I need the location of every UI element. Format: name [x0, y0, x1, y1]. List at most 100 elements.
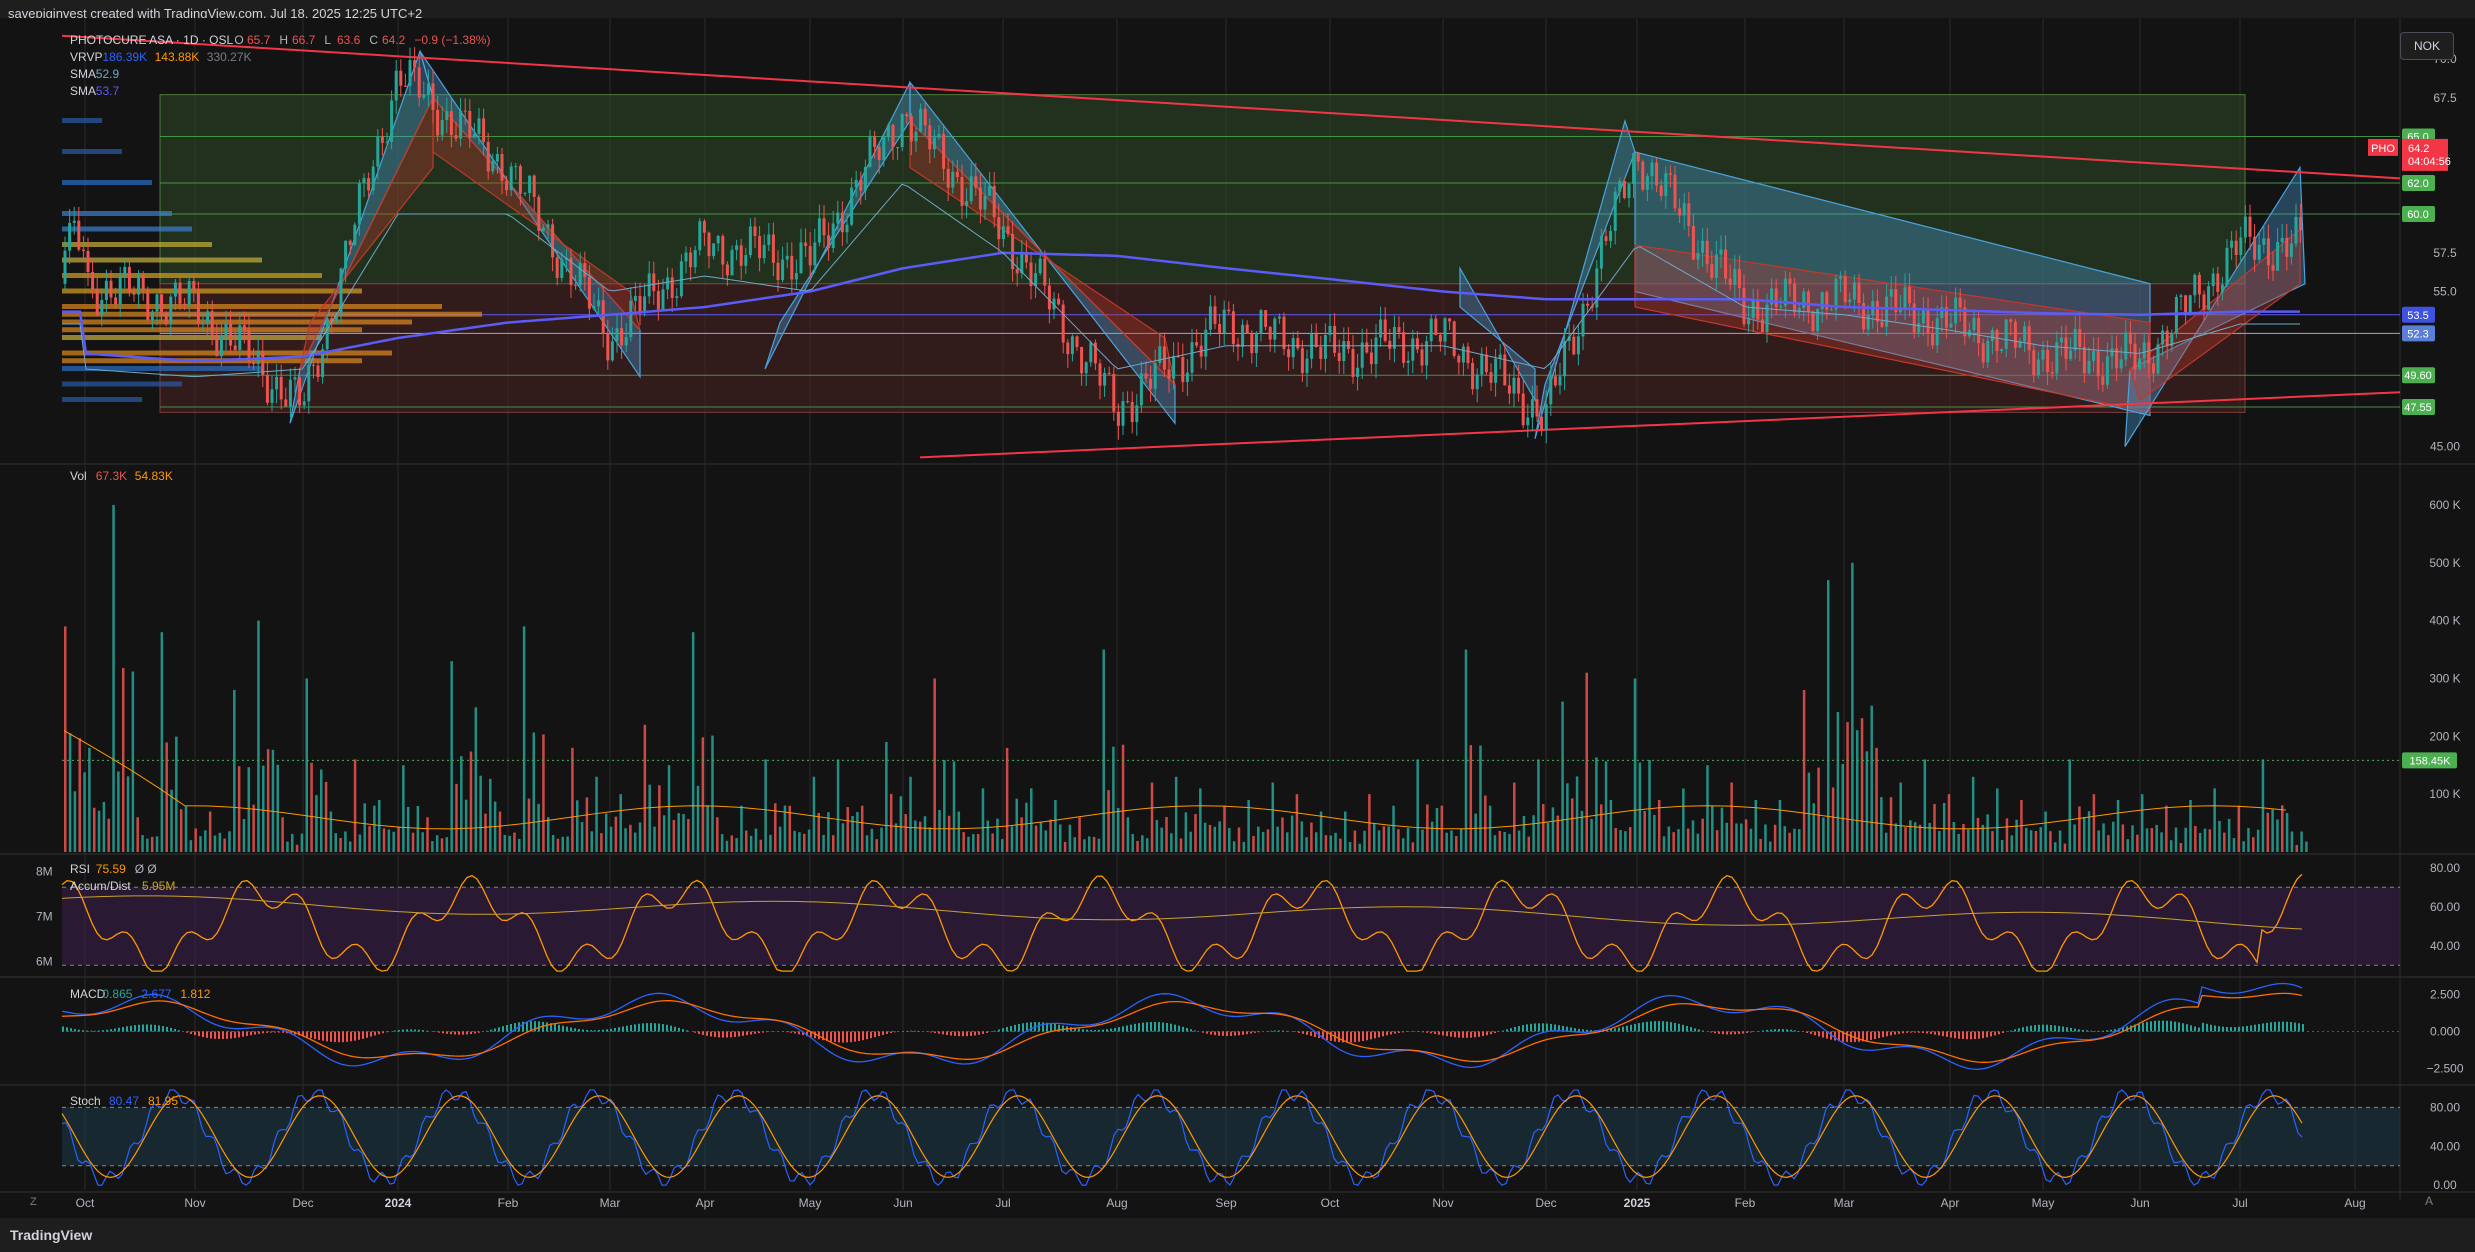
macd-histogram-bar [310, 1031, 312, 1039]
macd-histogram-bar [494, 1028, 496, 1032]
candle-body [353, 224, 357, 245]
macd-histogram-bar [106, 1029, 108, 1032]
legend-rsi-v1: 75.59 [96, 862, 126, 876]
candle-body [1126, 401, 1130, 403]
candle-body [877, 147, 881, 161]
macd-histogram-bar [1394, 1031, 1396, 1034]
macd-histogram-bar [558, 1024, 560, 1032]
candle-body [1268, 326, 1272, 340]
volume-bar [479, 775, 482, 852]
candle-body [1931, 333, 1935, 346]
candle-body [1949, 323, 1953, 328]
candle-body [794, 273, 798, 280]
macd-histogram-bar [998, 1029, 1000, 1032]
candle-body [307, 364, 311, 402]
volume-bar [522, 626, 526, 852]
macd-histogram-bar [1402, 1031, 1404, 1033]
volume-bar [2256, 829, 2260, 852]
volume-bar [518, 838, 521, 852]
volume-bar [2232, 838, 2236, 852]
macd-histogram-bar [458, 1031, 460, 1035]
macd-histogram-bar [1462, 1031, 1464, 1038]
volume-bar [1851, 562, 1854, 852]
volume-bar [1034, 825, 1038, 852]
candle-body [1737, 269, 1741, 288]
macd-histogram-bar [2070, 1027, 2072, 1032]
volume-bar [431, 841, 434, 852]
macd-histogram-bar [342, 1031, 344, 1043]
x-axis-label: Apr [1941, 1196, 1960, 1210]
candle-body [1636, 152, 1640, 162]
volume-bar [1662, 836, 1666, 852]
macd-histogram-bar [698, 1031, 700, 1034]
currency-button[interactable]: NOK [2400, 32, 2454, 60]
candle-body [1825, 292, 1829, 310]
candle-body [804, 242, 808, 247]
volume-bar [1802, 690, 1806, 852]
x-axis-label: Oct [76, 1196, 95, 1210]
volume-bar [150, 836, 154, 852]
macd-histogram-bar [1530, 1023, 1532, 1032]
macd-histogram-bar [214, 1031, 216, 1039]
price-axis-label: 55.0 [2433, 285, 2457, 299]
candle-body [1898, 308, 1902, 313]
candle-body [270, 389, 274, 403]
candle-body [445, 111, 449, 121]
candle-body [620, 328, 624, 346]
candle-body [983, 195, 987, 210]
volume-bar [2271, 809, 2274, 852]
volume-bar [2131, 825, 2134, 852]
macd-histogram-bar [622, 1026, 624, 1032]
candle-body [1802, 291, 1806, 308]
volume-bar [1619, 830, 1622, 852]
candle-body [1917, 323, 1921, 333]
volume-bar [1435, 807, 1439, 852]
macd-histogram-bar [2030, 1025, 2032, 1032]
macd-histogram-bar [2142, 1022, 2144, 1032]
volume-bar [1030, 788, 1033, 852]
macd-histogram-bar [1434, 1031, 1436, 1035]
macd-histogram-bar [2098, 1030, 2100, 1032]
macd-histogram-bar [758, 1031, 760, 1034]
volume-bar [339, 838, 342, 852]
volume-bar [1865, 751, 1869, 852]
volume-bar [1880, 797, 1883, 852]
candle-body [1185, 372, 1189, 383]
candle-body [100, 300, 104, 315]
candle-body [1346, 340, 1350, 349]
candle-body [1880, 321, 1884, 327]
macd-histogram-bar [438, 1031, 440, 1033]
volume-bar [1334, 832, 1337, 852]
candle-body [1613, 191, 1617, 231]
auto-scale-a-label[interactable]: A [2425, 1194, 2434, 1208]
volume-bar [938, 810, 941, 852]
macd-histogram-bar [626, 1025, 628, 1032]
candle-body [1112, 373, 1116, 412]
volume-bar [1343, 811, 1347, 852]
candle-body [316, 365, 320, 378]
macd-histogram-bar [894, 1031, 896, 1033]
candle-body [597, 300, 601, 307]
volume-bar [233, 690, 236, 852]
volume-bar [489, 778, 492, 852]
rsi-axis-label: 80.00 [2430, 861, 2460, 875]
macd-histogram-bar [1294, 1031, 1296, 1033]
volume-bar [1788, 832, 1791, 852]
volume-bar [1203, 822, 1207, 852]
candle-body [1443, 318, 1447, 342]
candle-body [2234, 240, 2238, 256]
legend-o: 65.7 [247, 33, 271, 47]
macd-histogram-bar [1782, 1029, 1784, 1032]
volume-profile-row [62, 335, 322, 340]
candle-body [1057, 298, 1061, 305]
macd-histogram-bar [974, 1031, 976, 1036]
volume-bar [1595, 757, 1598, 852]
x-axis-label: Jul [2232, 1196, 2247, 1210]
timezone-z-label[interactable]: Z [30, 1196, 37, 1208]
volume-bar [1672, 832, 1675, 852]
macd-histogram-bar [1270, 1030, 1272, 1032]
volume-bar [242, 818, 246, 852]
candle-body [1641, 161, 1645, 190]
macd-histogram-bar [1158, 1022, 1160, 1032]
